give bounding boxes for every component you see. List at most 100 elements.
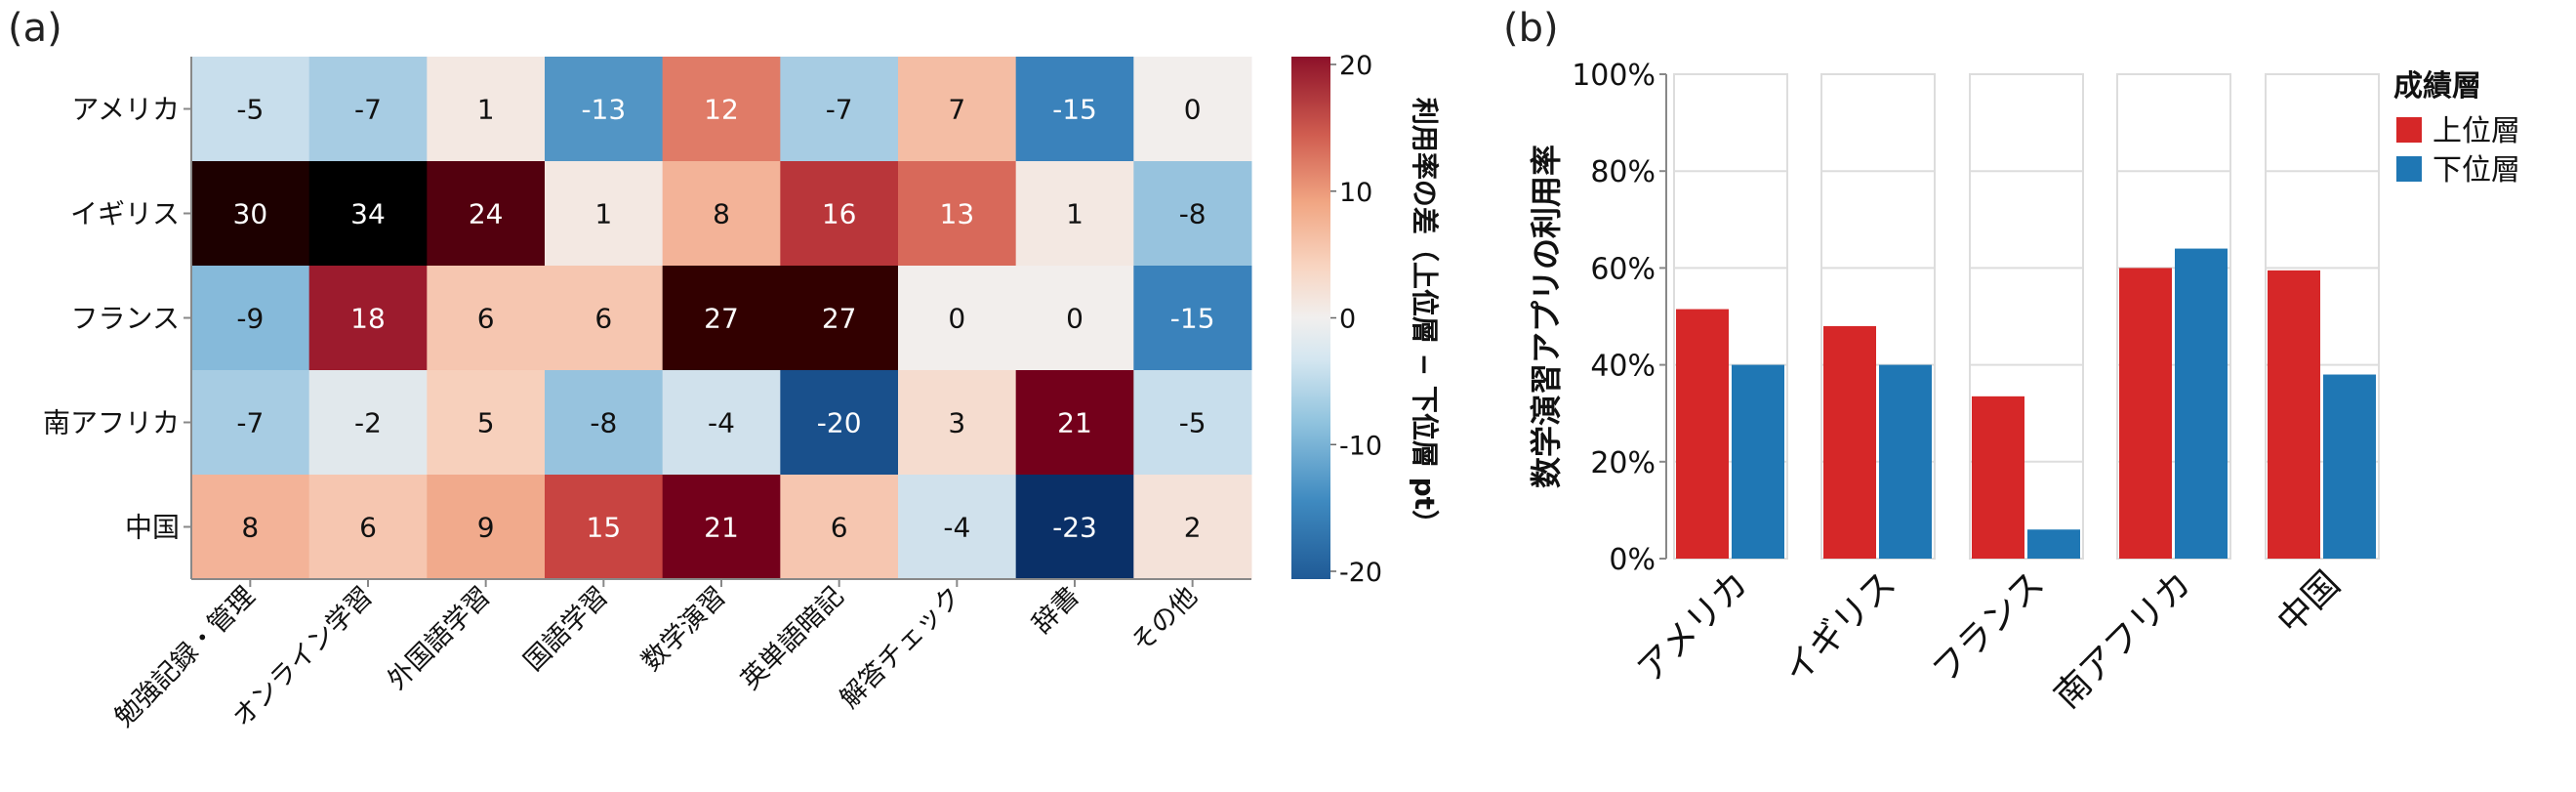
heatmap-cell — [427, 370, 546, 476]
bar-upper — [2268, 270, 2320, 559]
cell-value-label: 0 — [1066, 303, 1084, 335]
cell-value-label: -4 — [943, 512, 970, 544]
cell-value-label: 8 — [241, 512, 259, 544]
heatmap-cell — [662, 475, 781, 580]
heatmap-cell — [780, 57, 899, 162]
heatmap-cell — [545, 370, 664, 476]
column-label: 外国語学習 — [382, 581, 496, 695]
heatmap-cell — [780, 266, 899, 371]
colorbar-label: 利用率の差（上位層 − 下位層 pt） — [1409, 98, 1441, 537]
bar-upper — [1676, 309, 1729, 559]
cell-value-label: 18 — [350, 303, 386, 335]
heatmap-cell — [1015, 161, 1134, 267]
row-label: アメリカ — [71, 94, 180, 126]
cell-value-label: -15 — [1170, 303, 1215, 335]
heatmap-cell — [191, 475, 310, 580]
bar-lower — [2175, 248, 2228, 559]
heatmap-cell — [191, 161, 310, 267]
y-tick-label: 60% — [1590, 252, 1656, 286]
cell-value-label: 5 — [477, 407, 495, 439]
column-label: 解答チェック — [835, 581, 967, 714]
colorbar-tick-label: -20 — [1339, 558, 1382, 588]
heatmap-cell — [427, 475, 546, 580]
facet: 中国 — [2265, 73, 2380, 642]
colorbar-gradient — [1291, 57, 1330, 579]
cell-value-label: -20 — [817, 407, 862, 439]
legend-label: 上位層 — [2433, 114, 2520, 148]
panel-a-label: (a) — [8, 6, 62, 51]
colorbar-tick-label: 10 — [1339, 178, 1372, 208]
cell-value-label: -7 — [236, 407, 264, 439]
cell-value-label: -7 — [826, 94, 853, 126]
cell-value-label: 15 — [587, 512, 622, 544]
colorbar-tick-label: 20 — [1339, 51, 1372, 81]
heatmap-cell — [191, 57, 310, 162]
cell-value-label: 0 — [948, 303, 965, 335]
heatmap-cell — [662, 370, 781, 476]
y-axis-label: 数学演習アプリの利用率 — [1528, 145, 1565, 488]
x-category-label: 中国 — [2269, 563, 2348, 642]
cell-value-label: 13 — [940, 198, 975, 230]
column-label: 辞書 — [1027, 581, 1085, 640]
cell-value-label: 0 — [1184, 94, 1202, 126]
heatmap-cell — [1133, 161, 1252, 267]
cell-value-label: -13 — [581, 94, 626, 126]
bar-lower — [2323, 374, 2376, 559]
cell-value-label: -4 — [708, 407, 735, 439]
legend-title: 成績層 — [2393, 69, 2481, 104]
heatmap-cell — [427, 161, 546, 267]
bar-upper — [1823, 325, 1876, 559]
heatmap: -5 -7 1 -13 12 -7 7 -15 030 34 24 1 8 16 13 1 -8-9 18 6 6 27… — [43, 57, 1252, 733]
heatmap-cell — [1133, 57, 1252, 162]
cell-value-label: -2 — [354, 407, 382, 439]
cell-value-label: 16 — [822, 198, 857, 230]
legend-swatch — [2396, 117, 2422, 143]
cell-value-label: 6 — [594, 303, 612, 335]
cell-value-label: -5 — [1179, 407, 1206, 439]
heatmap-cell — [662, 266, 781, 371]
cell-value-label: 1 — [594, 198, 612, 230]
heatmap-cell — [308, 57, 428, 162]
column-label: 英単語暗記 — [735, 581, 849, 695]
heatmap-cell — [545, 266, 664, 371]
bar-upper — [1972, 396, 2024, 559]
bar-lower — [1732, 364, 1784, 559]
cell-value-label: 9 — [477, 512, 495, 544]
heatmap-cell — [1015, 475, 1134, 580]
heatmap-cell — [662, 161, 781, 267]
heatmap-cell — [191, 266, 310, 371]
cell-value-label: 6 — [359, 512, 377, 544]
bar-upper — [2119, 268, 2172, 559]
cell-value-label: -5 — [236, 94, 264, 126]
heatmap-cell — [898, 57, 1017, 162]
cell-value-label: -9 — [236, 303, 264, 335]
cell-value-label: 27 — [822, 303, 857, 335]
heatmap-cell — [308, 475, 428, 580]
colorbar: 20 10 0 -10 -20 利用率の差（上位層 − 下位層 pt） — [1291, 51, 1441, 588]
column-label: その他 — [1125, 581, 1203, 658]
x-category-label: 南アフリカ — [2047, 563, 2199, 716]
column-label: 数学演習 — [636, 581, 732, 677]
heatmap-cell — [545, 57, 664, 162]
cell-value-label: 30 — [233, 198, 268, 230]
heatmap-cell — [1015, 370, 1134, 476]
y-tick-label: 20% — [1590, 446, 1656, 480]
y-tick-label: 100% — [1572, 59, 1656, 93]
cell-value-label: 1 — [1066, 198, 1084, 230]
heatmap-cell — [545, 161, 664, 267]
cell-value-label: 27 — [704, 303, 739, 335]
heatmap-cell — [308, 161, 428, 267]
cell-value-label: 1 — [477, 94, 495, 126]
y-tick-label: 40% — [1590, 350, 1656, 384]
colorbar-tick-label: 0 — [1339, 305, 1356, 335]
column-label: 国語学習 — [518, 581, 614, 677]
facet: フランス — [1925, 73, 2084, 691]
heatmap-cell — [898, 370, 1017, 476]
heatmap-cell — [1133, 475, 1252, 580]
cell-value-label: 7 — [948, 94, 965, 126]
row-label: フランス — [71, 303, 180, 335]
facet: 南アフリカ — [2047, 73, 2231, 717]
cell-value-label: 21 — [1057, 407, 1092, 439]
heatmap-cell — [1133, 266, 1252, 371]
